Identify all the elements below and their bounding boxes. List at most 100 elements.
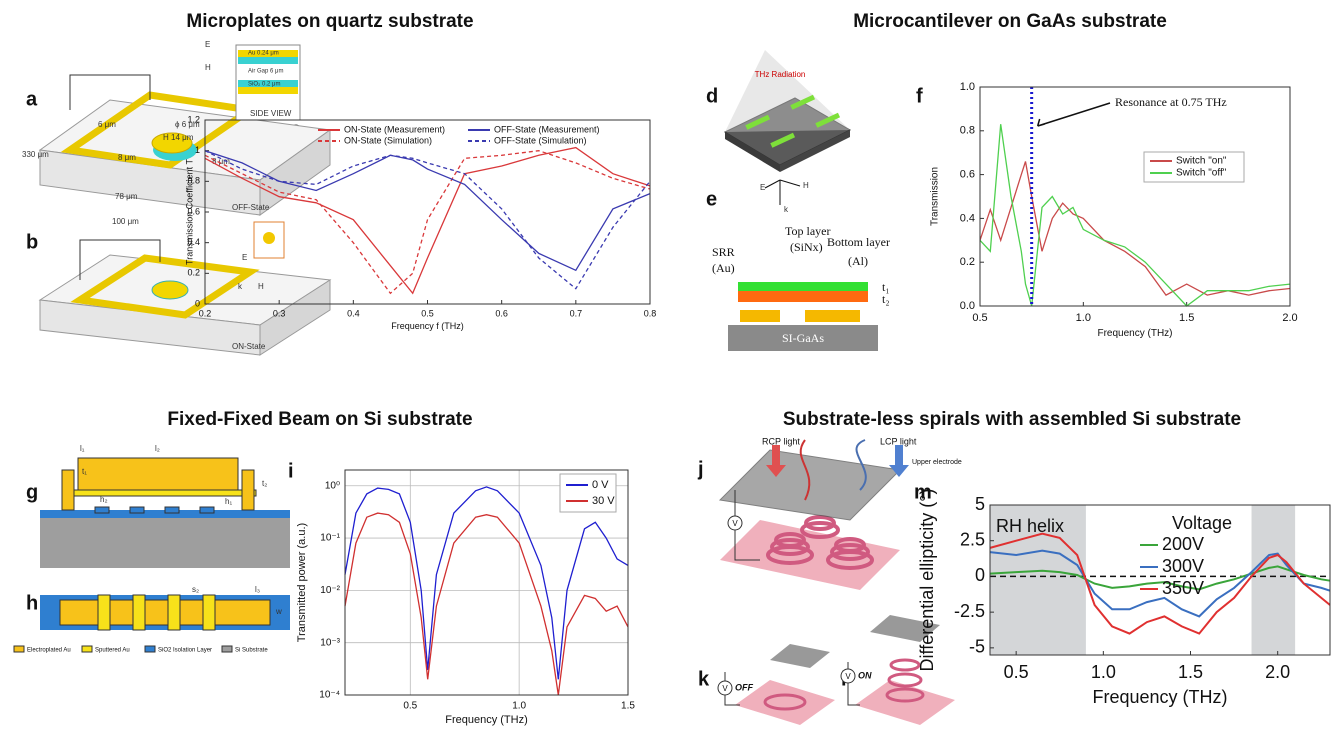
diagram-label: Bottom layer	[827, 235, 890, 249]
y-tick-label: 10⁻³	[320, 637, 340, 648]
x-tick-label: 1.0	[1091, 662, 1116, 682]
diagram-label: E	[242, 253, 247, 262]
series-line	[204, 146, 651, 295]
y-tick-label: 0.4	[187, 237, 200, 247]
y-tick-label: 1.2	[187, 114, 200, 124]
panel-label: h	[26, 592, 38, 614]
section-title: Microplates on quartz substrate	[186, 11, 473, 32]
diagram-e: Top layer (SiNx) Bottom layer (Al) SRR (…	[712, 224, 890, 351]
y-tick-label: 0	[195, 298, 200, 308]
diagram-label: s₂	[192, 585, 199, 594]
x-tick-label: 0.2	[199, 308, 212, 318]
panel-label: a	[26, 88, 38, 110]
diagram-label: Air Gap 6 μm	[248, 69, 283, 75]
panel-label: k	[698, 668, 710, 690]
diagram-label: H 14 μm	[163, 133, 194, 142]
chart: 10⁻⁴ 10⁻³ 10⁻² 10⁻¹ 10⁰ 0.5 1.0 1.5 0 V 30 V Frequ…	[296, 469, 635, 726]
diagram-label: OFF	[735, 682, 753, 692]
diagram-label: RCP light	[762, 436, 800, 446]
x-tick-label: 0.6	[495, 308, 508, 318]
x-axis-label: Frequency (THz)	[445, 714, 528, 726]
diagram-label: V	[722, 684, 728, 693]
diagram-a: 330 μm 78 μm 100 μm 6 μm 8 μm ϕ 6 μm H 1…	[22, 40, 332, 226]
legend-label: OFF-State (Measurement)	[494, 124, 600, 134]
diagram-k: V OFF	[717, 644, 835, 725]
diagram-g: l₁ l₂ t₁ h₁ h₂ t₂	[40, 444, 290, 568]
series-line	[204, 150, 651, 295]
x-tick-label: 0.7	[570, 308, 583, 318]
panel-label: f	[916, 85, 923, 107]
diagram-label: Au 0.24 μm	[248, 51, 279, 57]
shaded-band	[990, 505, 1086, 655]
x-tick-label: 2.0	[1282, 312, 1297, 324]
x-tick-label: 1.5	[1178, 662, 1203, 682]
y-tick-label: 2.5	[960, 529, 985, 549]
diagram-label: w	[275, 607, 282, 616]
legend-label: OFF-State (Simulation)	[494, 135, 587, 145]
plot-frame	[344, 469, 629, 696]
panel-label: b	[26, 231, 38, 253]
legend-label: 30 V	[592, 495, 615, 507]
diagram-label: V	[732, 519, 738, 528]
diagram-label: OFF-State	[232, 203, 270, 212]
section-title: Microcantilever on GaAs substrate	[853, 11, 1167, 32]
x-tick-label: 0.3	[273, 308, 286, 318]
y-tick-label: 5	[975, 494, 985, 514]
chart: 00.20.40.60.811.20.2 0.3 0.4 0.5 0.6 0.7 0.8ON…	[184, 114, 656, 331]
x-axis-label: Frequency f (THz)	[391, 321, 464, 331]
diagram-l: V ON	[840, 615, 955, 725]
diagram-label: 78 μm	[115, 192, 138, 201]
x-tick-label: 1.5	[621, 701, 635, 712]
y-tick-label: 0.4	[960, 212, 975, 224]
y-tick-label: 0.0	[960, 300, 975, 312]
y-tick-label: 10⁻¹	[320, 533, 340, 544]
annotation: Resonance at 0.75 THz	[1115, 95, 1227, 109]
x-tick-label: 0.8	[644, 308, 657, 318]
panel-label: e	[706, 188, 717, 210]
x-tick-label: 0.5	[403, 701, 417, 712]
legend-label: 0 V	[592, 479, 609, 491]
diagram-label: 8 μm	[212, 157, 230, 166]
diagram-label: (Au)	[712, 261, 735, 275]
x-tick-label: 0.4	[347, 308, 360, 318]
panel-label: j	[697, 458, 704, 480]
legend-label: Si Substrate	[235, 648, 268, 654]
diagram-label: Upper electrode	[912, 459, 962, 466]
panel-label: d	[706, 85, 718, 107]
y-tick-label: 0.8	[187, 176, 200, 186]
diagram-label: 100 μm	[112, 217, 139, 226]
diagram-label: l₂	[155, 444, 160, 453]
diagram-label: SRR	[712, 245, 735, 259]
y-tick-label: -2.5	[954, 601, 985, 621]
diagram-label: E	[760, 183, 765, 192]
legend-label: Electroplated Au	[27, 648, 71, 654]
diagram-label: l₁	[80, 444, 85, 453]
section-title: Substrate-less spirals with assembled Si…	[783, 409, 1241, 430]
y-tick-label: 0.2	[187, 268, 200, 278]
diagram-label: ON	[858, 670, 872, 680]
legend-box	[1143, 151, 1245, 183]
x-axis-label: Frequency (THz)	[1097, 328, 1172, 339]
diagram-label: Top layer	[785, 224, 830, 238]
y-tick-label: -5	[969, 637, 985, 657]
annotation: RH helix	[996, 516, 1064, 536]
y-axis-label: Transmitted power (a.u.)	[296, 523, 308, 642]
legend-label: 300V	[1162, 556, 1204, 576]
diagram-label: l₃	[255, 585, 260, 594]
shaded-band	[1251, 505, 1296, 655]
diagram-label: 8 μm	[118, 153, 136, 162]
diagram-label: SI-GaAs	[782, 331, 824, 345]
series-line	[204, 150, 651, 272]
diagram-label: THz Radiation	[755, 70, 806, 79]
diagram-label: ON-State	[232, 342, 266, 351]
panel-label: g	[26, 481, 38, 503]
section-title: Fixed-Fixed Beam on Si substrate	[167, 409, 472, 430]
diagram-label: E	[205, 40, 210, 49]
diagram-label: V	[845, 672, 851, 681]
y-tick-label: 0.6	[960, 169, 975, 181]
diagram-label: t₁	[882, 280, 890, 294]
diagram-label: t₂	[882, 292, 890, 306]
legend-box	[559, 473, 617, 513]
panel-labels: a b c d e f g h i j k l m	[26, 85, 932, 690]
